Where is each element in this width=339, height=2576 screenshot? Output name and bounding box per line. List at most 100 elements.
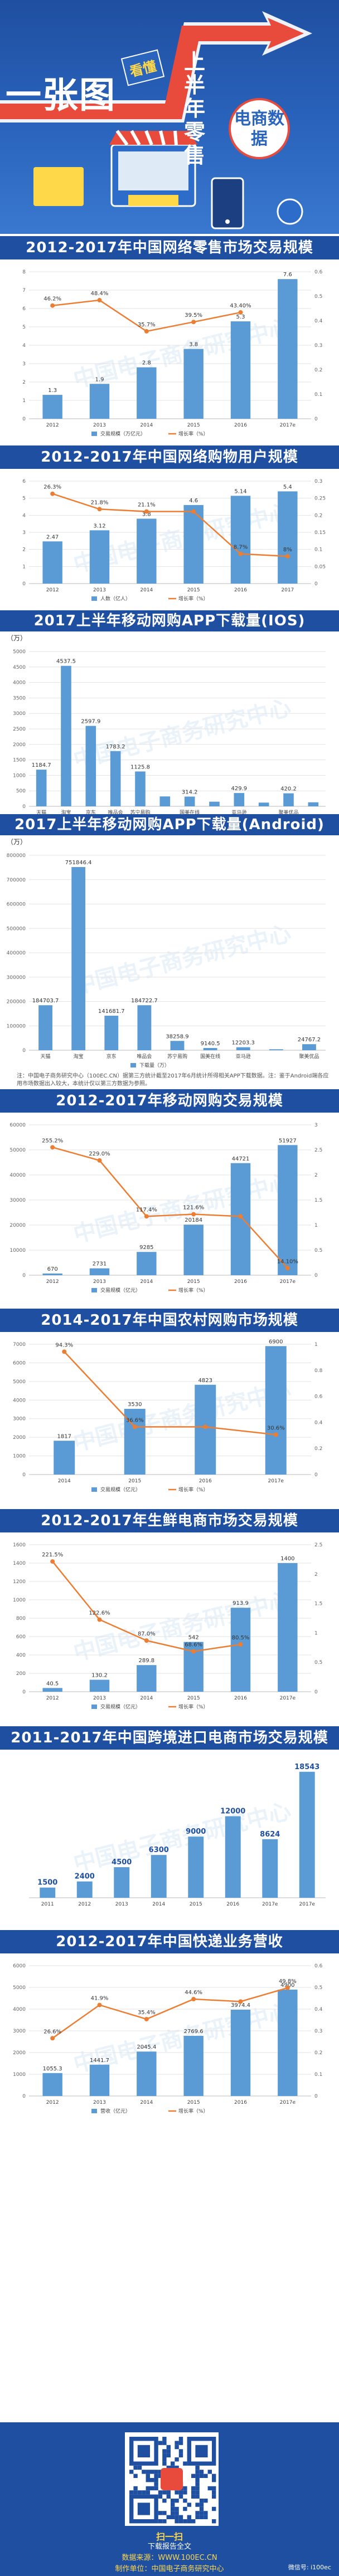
bar-value-label: 2045.4: [137, 2044, 156, 2050]
x-tick-label: 2012: [46, 1696, 59, 1701]
bar-value-label: 1817: [57, 1433, 71, 1439]
qr-module: [166, 2453, 171, 2457]
x-tick-label: 2014: [152, 1902, 165, 1907]
qr-module: [146, 2486, 150, 2491]
qr-module: [178, 2519, 183, 2524]
y-tick-label: 1400: [13, 1561, 26, 1566]
chart-title-band: [0, 236, 339, 259]
legend-label: 增长率（%）: [178, 2108, 209, 2114]
y-tick-label: 0: [22, 2094, 26, 2099]
chart-section-rural: 2014-2017年中国农村网购市场规模 中国电子商务研究中心 0 1000 2000 3…: [0, 1309, 339, 1499]
x-tick-label: 2016: [199, 1478, 212, 1484]
x-tick-label: 2017e: [280, 1696, 296, 1701]
qr-module: [137, 2465, 142, 2470]
bar-value-label: 38258.9: [166, 1034, 188, 1040]
y-axis-unit: （万）: [7, 634, 27, 642]
chart-section-online-shoppers: 2012-2017年中国网络购物用户规模 中国电子商务研究中心 0 1 2 3 4 5 6 0 0.…: [0, 445, 339, 608]
qr-logo: [161, 2468, 183, 2490]
bar-value-label: 5.4: [283, 484, 292, 490]
x-tick-label: 2017e: [280, 423, 296, 428]
qr-module: [175, 2519, 179, 2524]
line-value-label: 49.8%: [279, 1978, 297, 1985]
watermark-text: 中国电子商务研究中心: [71, 920, 293, 999]
y2-tick-label: 0.1: [314, 392, 322, 398]
qr-finder-core: [137, 2502, 150, 2515]
qr-module: [133, 2486, 138, 2491]
bar: [308, 802, 319, 806]
bar-value-label: 6300: [149, 1846, 169, 1854]
qr-module: [175, 2499, 179, 2503]
bar: [234, 793, 245, 806]
qr-module: [178, 2441, 183, 2445]
y-tick-label: 0: [22, 1472, 26, 1478]
y-tick-label: 0: [22, 1273, 26, 1279]
chart-title: 2012-2017年移动网购交易规模: [56, 1093, 283, 1109]
y-tick-label: 60000: [9, 1123, 26, 1128]
qr-module: [162, 2449, 167, 2453]
hero-banner: 一张图 看懂 上半年零售 电商数据: [0, 0, 339, 234]
bar-value-label: 3.8: [189, 342, 198, 348]
y-tick-label: 8: [22, 270, 26, 275]
y-tick-label: 1000: [13, 1454, 26, 1460]
legend-label: 交易规模（亿元）: [100, 1287, 141, 1294]
qr-finder-core: [137, 2445, 150, 2457]
y-tick-label: 3000: [13, 2029, 26, 2034]
bar-value-label: 5.14: [234, 488, 246, 494]
bar: [42, 1688, 62, 1692]
line-point: [238, 551, 243, 556]
x-tick-label: 2015: [187, 423, 200, 428]
qr-module: [171, 2502, 175, 2507]
y-tick-label: 4500: [13, 665, 26, 670]
x-tick-label: 2016: [234, 1279, 247, 1285]
bar: [269, 1049, 283, 1050]
qr-module: [158, 2474, 163, 2478]
bar: [89, 530, 110, 584]
bar-value-label: 4500: [112, 1858, 132, 1867]
qr-module: [162, 2437, 167, 2441]
line-value-label: 21.8%: [91, 499, 109, 506]
qr-module: [154, 2470, 158, 2474]
legend-swatch-bar: [91, 432, 97, 436]
y2-tick-label: 2.5: [314, 1148, 322, 1153]
bar-value-label: 3974.4: [231, 2002, 250, 2009]
x-tick-label: 2015: [128, 1478, 141, 1484]
bar-value-label: 5.3: [236, 314, 245, 320]
qr-module: [171, 2461, 175, 2466]
qr-module: [158, 2519, 163, 2524]
chart-title-band: [0, 1509, 339, 1532]
y2-tick-label: 0.05: [314, 564, 326, 570]
line-value-label: 8%: [283, 547, 292, 553]
hero-title-left: 一张图: [6, 75, 116, 116]
qr-code[interactable]: [125, 2432, 219, 2526]
line-point: [97, 1158, 102, 1163]
line-point: [238, 1642, 243, 1647]
watermark-text: 中国电子商务研究中心: [71, 314, 293, 393]
line-series: [52, 493, 288, 557]
bar-value-label: 18543: [294, 1763, 319, 1771]
line-point: [238, 310, 243, 315]
bar: [170, 1041, 185, 1050]
y-tick-label: 5: [22, 325, 26, 330]
qr-code-icon: [129, 2437, 216, 2524]
y2-tick-label: 0.25: [314, 496, 326, 502]
qr-module: [162, 2499, 167, 2503]
line-value-label: 35.4%: [138, 2010, 156, 2016]
y-tick-label: 2000: [13, 2050, 26, 2056]
chart-title-band: [0, 1309, 339, 1332]
y2-tick-label: 2.5: [314, 1542, 322, 1548]
qr-module: [199, 2499, 204, 2503]
qr-module: [207, 2470, 212, 2474]
x-tick-label: 2013: [93, 1279, 106, 1285]
chart-caption: 注：中国电子商务研究中心（100EC.CN）据第三方统计截至2017年6月统计所…: [17, 1073, 329, 1087]
y-tick-label: 6: [22, 306, 26, 312]
qr-module: [212, 2486, 216, 2491]
bar-value-label: 130.2: [91, 1673, 108, 1679]
y-tick-label: 3000: [13, 1417, 26, 1422]
x-tick-label: 2012: [46, 1279, 59, 1285]
bar: [236, 1047, 250, 1050]
y-tick-label: 5000: [13, 1379, 26, 1385]
qr-module: [195, 2502, 200, 2507]
chart-title-band: [0, 1930, 339, 1953]
qr-module: [158, 2494, 163, 2499]
qr-module: [146, 2490, 150, 2495]
